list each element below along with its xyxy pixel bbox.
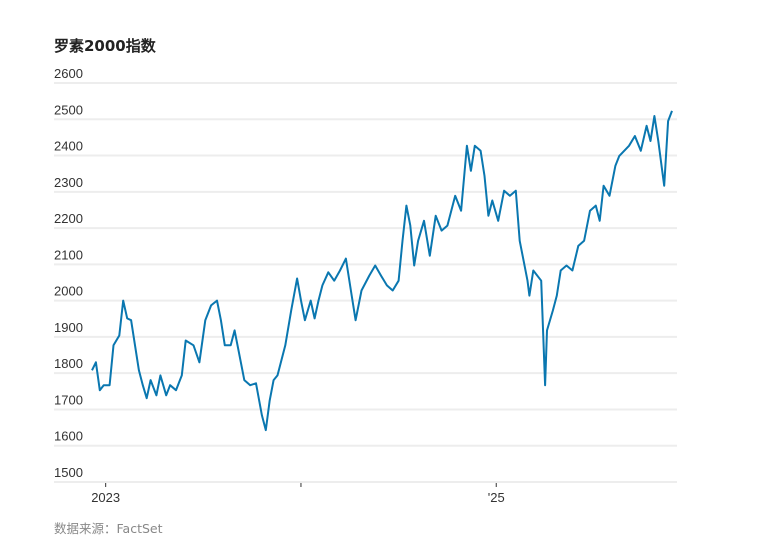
y-tick-label: 2000 xyxy=(54,284,83,299)
y-tick-label: 2500 xyxy=(54,102,83,117)
x-tick-label: '25 xyxy=(488,490,505,505)
source-note: 数据来源：FactSet xyxy=(54,521,163,536)
y-tick-label: 2100 xyxy=(54,247,83,262)
y-tick-label: 1700 xyxy=(54,392,83,407)
y-tick-label: 2200 xyxy=(54,211,83,226)
y-tick-label: 2600 xyxy=(54,66,83,81)
x-tick-label: 2023 xyxy=(91,490,120,505)
y-tick-label: 2400 xyxy=(54,139,83,154)
y-tick-label: 2300 xyxy=(54,175,83,190)
y-tick-label: 1800 xyxy=(54,356,83,371)
y-tick-label: 1500 xyxy=(54,465,83,480)
y-tick-label: 1600 xyxy=(54,429,83,444)
y-tick-label: 1900 xyxy=(54,320,83,335)
chart-title: 罗素2000指数 xyxy=(54,37,156,55)
series-line-russell-2000 xyxy=(91,110,673,432)
